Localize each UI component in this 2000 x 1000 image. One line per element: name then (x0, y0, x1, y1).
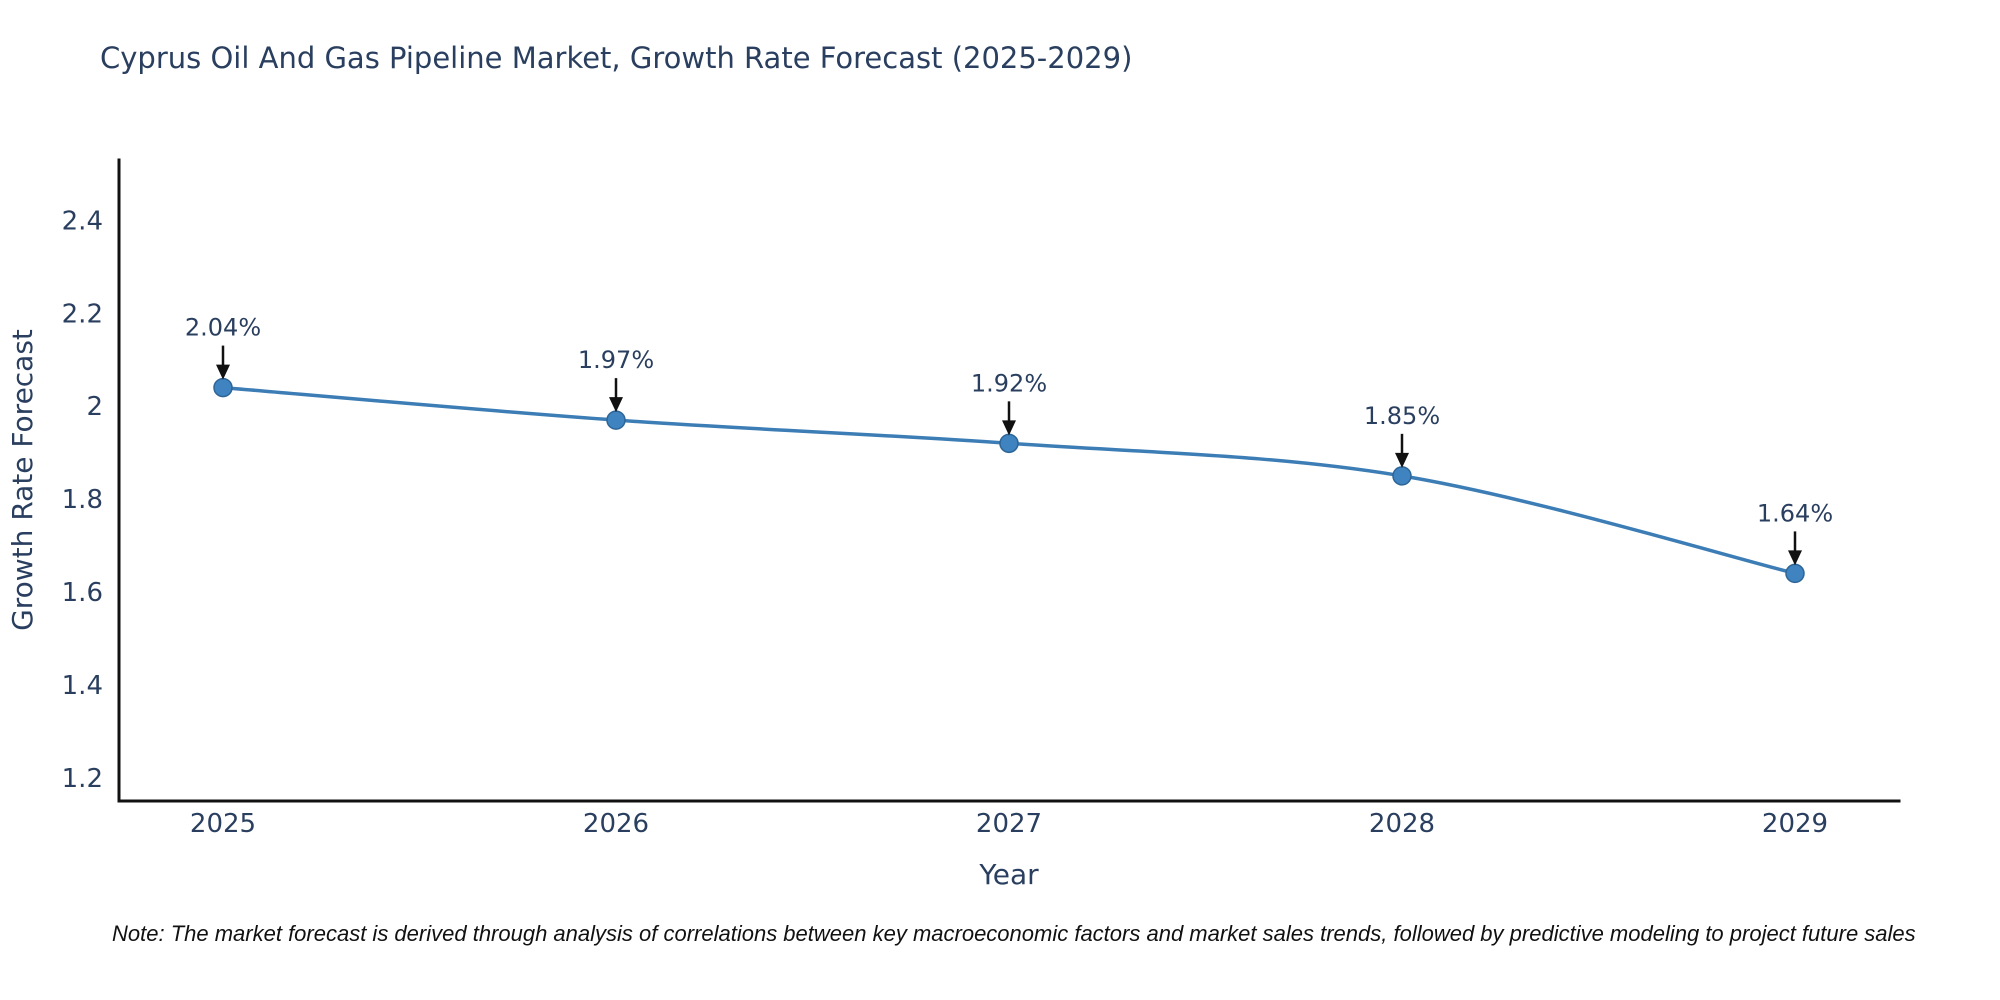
y-axis: 1.2 1.4 1.6 1.8 2 2.2 2.4 Growth Rate Forecast (6, 158, 121, 803)
point-label: 1.92% (971, 369, 1047, 397)
data-point (1785, 563, 1805, 584)
data-point (606, 410, 626, 430)
point-label: 2.04% (185, 314, 261, 342)
x-tick-label: 2026 (583, 809, 649, 839)
point-label: 1.64% (1757, 499, 1833, 527)
series-markers (213, 377, 1805, 584)
data-point (999, 433, 1019, 454)
y-tick-label: 1.4 (62, 671, 103, 701)
annotation-arrow-head (609, 397, 623, 413)
x-axis: 2025 2026 2027 2028 2029 Year (117, 799, 1901, 891)
point-annotations: 2.04% 1.97% 1.92% 1.85% 1.64% (185, 314, 1833, 566)
data-point (1392, 466, 1412, 486)
point-annotation: 1.97% (578, 346, 654, 413)
annotation-arrow-head (1002, 420, 1016, 436)
x-axis-title: Year (978, 858, 1039, 891)
chart-title: Cyprus Oil And Gas Pipeline Market, Grow… (100, 41, 1132, 75)
point-annotation: 1.64% (1757, 499, 1833, 566)
point-label: 1.85% (1364, 402, 1440, 430)
y-tick-label: 1.8 (62, 485, 103, 515)
point-annotation: 1.92% (971, 369, 1047, 436)
y-tick-label: 1.6 (62, 578, 103, 608)
point-annotation: 2.04% (185, 314, 261, 380)
x-tick-label: 2028 (1369, 809, 1435, 839)
note-text: Note: The market forecast is derived thr… (112, 921, 1916, 946)
y-tick-label: 2 (86, 392, 103, 422)
point-label: 1.97% (578, 346, 654, 374)
x-axis-ticks: 2025 2026 2027 2028 2029 (190, 809, 1828, 839)
x-tick-label: 2029 (1762, 809, 1828, 839)
data-point (213, 377, 233, 398)
x-tick-label: 2027 (976, 809, 1042, 839)
y-tick-label: 1.2 (62, 764, 103, 794)
annotation-arrow-head (1395, 452, 1409, 468)
point-annotation: 1.85% (1364, 402, 1440, 468)
y-tick-label: 2.4 (62, 206, 103, 236)
annotation-arrow-head (216, 364, 230, 380)
annotation-arrow-head (1788, 550, 1802, 566)
x-tick-label: 2025 (190, 809, 256, 839)
y-axis-title: Growth Rate Forecast (6, 329, 39, 631)
y-tick-label: 2.2 (62, 299, 103, 329)
y-axis-ticks: 1.2 1.4 1.6 1.8 2 2.2 2.4 (62, 206, 103, 793)
